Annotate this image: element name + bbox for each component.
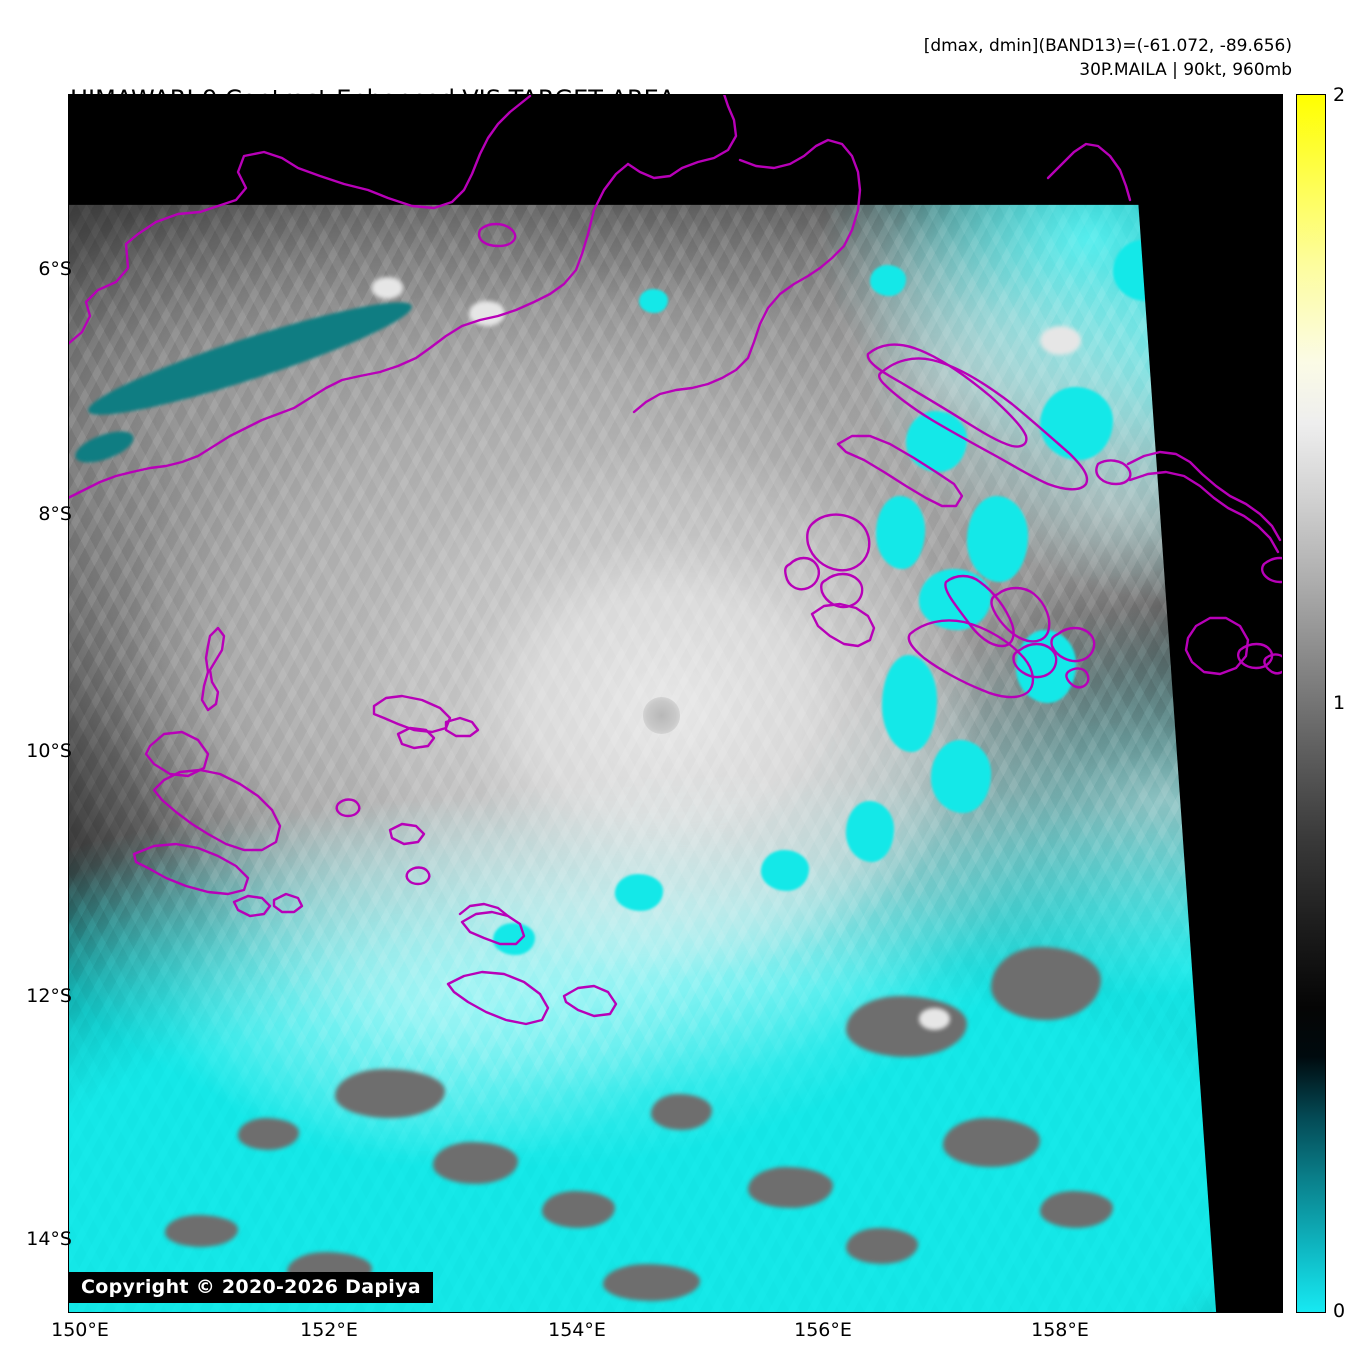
cumulus-blob bbox=[541, 1191, 615, 1228]
y-tick-label-0: 6°S bbox=[38, 258, 72, 280]
y-tick-label-1: 8°S bbox=[38, 503, 72, 525]
colorbar-tick-0: 0 bbox=[1333, 1300, 1346, 1322]
y-tick-label-3: 12°S bbox=[26, 985, 72, 1007]
x-tick-label-2: 154°E bbox=[548, 1319, 606, 1341]
convective-cell bbox=[1015, 630, 1077, 704]
satellite-data-swath bbox=[68, 204, 1217, 1313]
convective-cell bbox=[930, 740, 992, 814]
cumulus-blob bbox=[942, 1117, 1040, 1167]
cumulus-blob bbox=[432, 1142, 518, 1184]
cumulus-blob bbox=[602, 1264, 700, 1301]
convective-cell bbox=[639, 289, 669, 314]
convective-cell bbox=[882, 654, 937, 753]
convective-cell bbox=[906, 410, 968, 472]
cumulus-blob bbox=[1040, 1191, 1113, 1228]
colorbar-tick-1: 1 bbox=[1333, 692, 1346, 714]
cyclone-eye bbox=[642, 697, 681, 734]
y-tick-label-2: 10°S bbox=[26, 740, 72, 762]
metadata-block: [dmax, dmin](BAND13)=(-61.072, -89.656) … bbox=[924, 34, 1292, 82]
cumulus-blob bbox=[335, 1069, 445, 1118]
convective-cell bbox=[1040, 386, 1113, 460]
dmax-dmin-label: [dmax, dmin](BAND13)=(-61.072, -89.656) bbox=[923, 36, 1292, 56]
y-tick-label-4: 14°S bbox=[26, 1228, 72, 1250]
colorbar bbox=[1296, 94, 1326, 1313]
cumulus-blob bbox=[651, 1093, 712, 1131]
copyright-banner: Copyright © 2020-2026 Dapiya bbox=[68, 1272, 433, 1303]
cumulus-blob bbox=[748, 1166, 834, 1209]
convective-cell bbox=[869, 264, 907, 297]
x-tick-label-1: 152°E bbox=[300, 1319, 358, 1341]
x-tick-label-3: 156°E bbox=[794, 1319, 852, 1341]
storm-info-label: 30P.MAILA | 90kt, 960mb bbox=[1079, 60, 1292, 80]
convective-cell bbox=[760, 849, 810, 892]
convective-cell bbox=[493, 922, 535, 955]
cumulus-blob bbox=[845, 996, 968, 1057]
cumulus-blob bbox=[165, 1215, 239, 1248]
x-tick-label-4: 158°E bbox=[1031, 1319, 1089, 1341]
convective-cell bbox=[875, 496, 925, 570]
colorbar-tick-2: 2 bbox=[1333, 84, 1346, 106]
convective-cell bbox=[967, 496, 1028, 582]
cumulus-blob bbox=[845, 1227, 919, 1265]
cumulus-blob bbox=[991, 947, 1101, 1021]
convective-cell bbox=[845, 801, 895, 862]
bright-top-cell bbox=[371, 276, 404, 299]
bright-top-cell bbox=[1040, 325, 1082, 355]
satellite-image-panel: Copyright © 2020-2026 Dapiya bbox=[68, 94, 1283, 1313]
convective-cell bbox=[614, 874, 664, 911]
cumulus-blob bbox=[238, 1117, 299, 1150]
coastline-overlay bbox=[68, 94, 1283, 1026]
bright-top-cell bbox=[918, 1008, 951, 1031]
x-tick-label-0: 150°E bbox=[51, 1319, 109, 1341]
